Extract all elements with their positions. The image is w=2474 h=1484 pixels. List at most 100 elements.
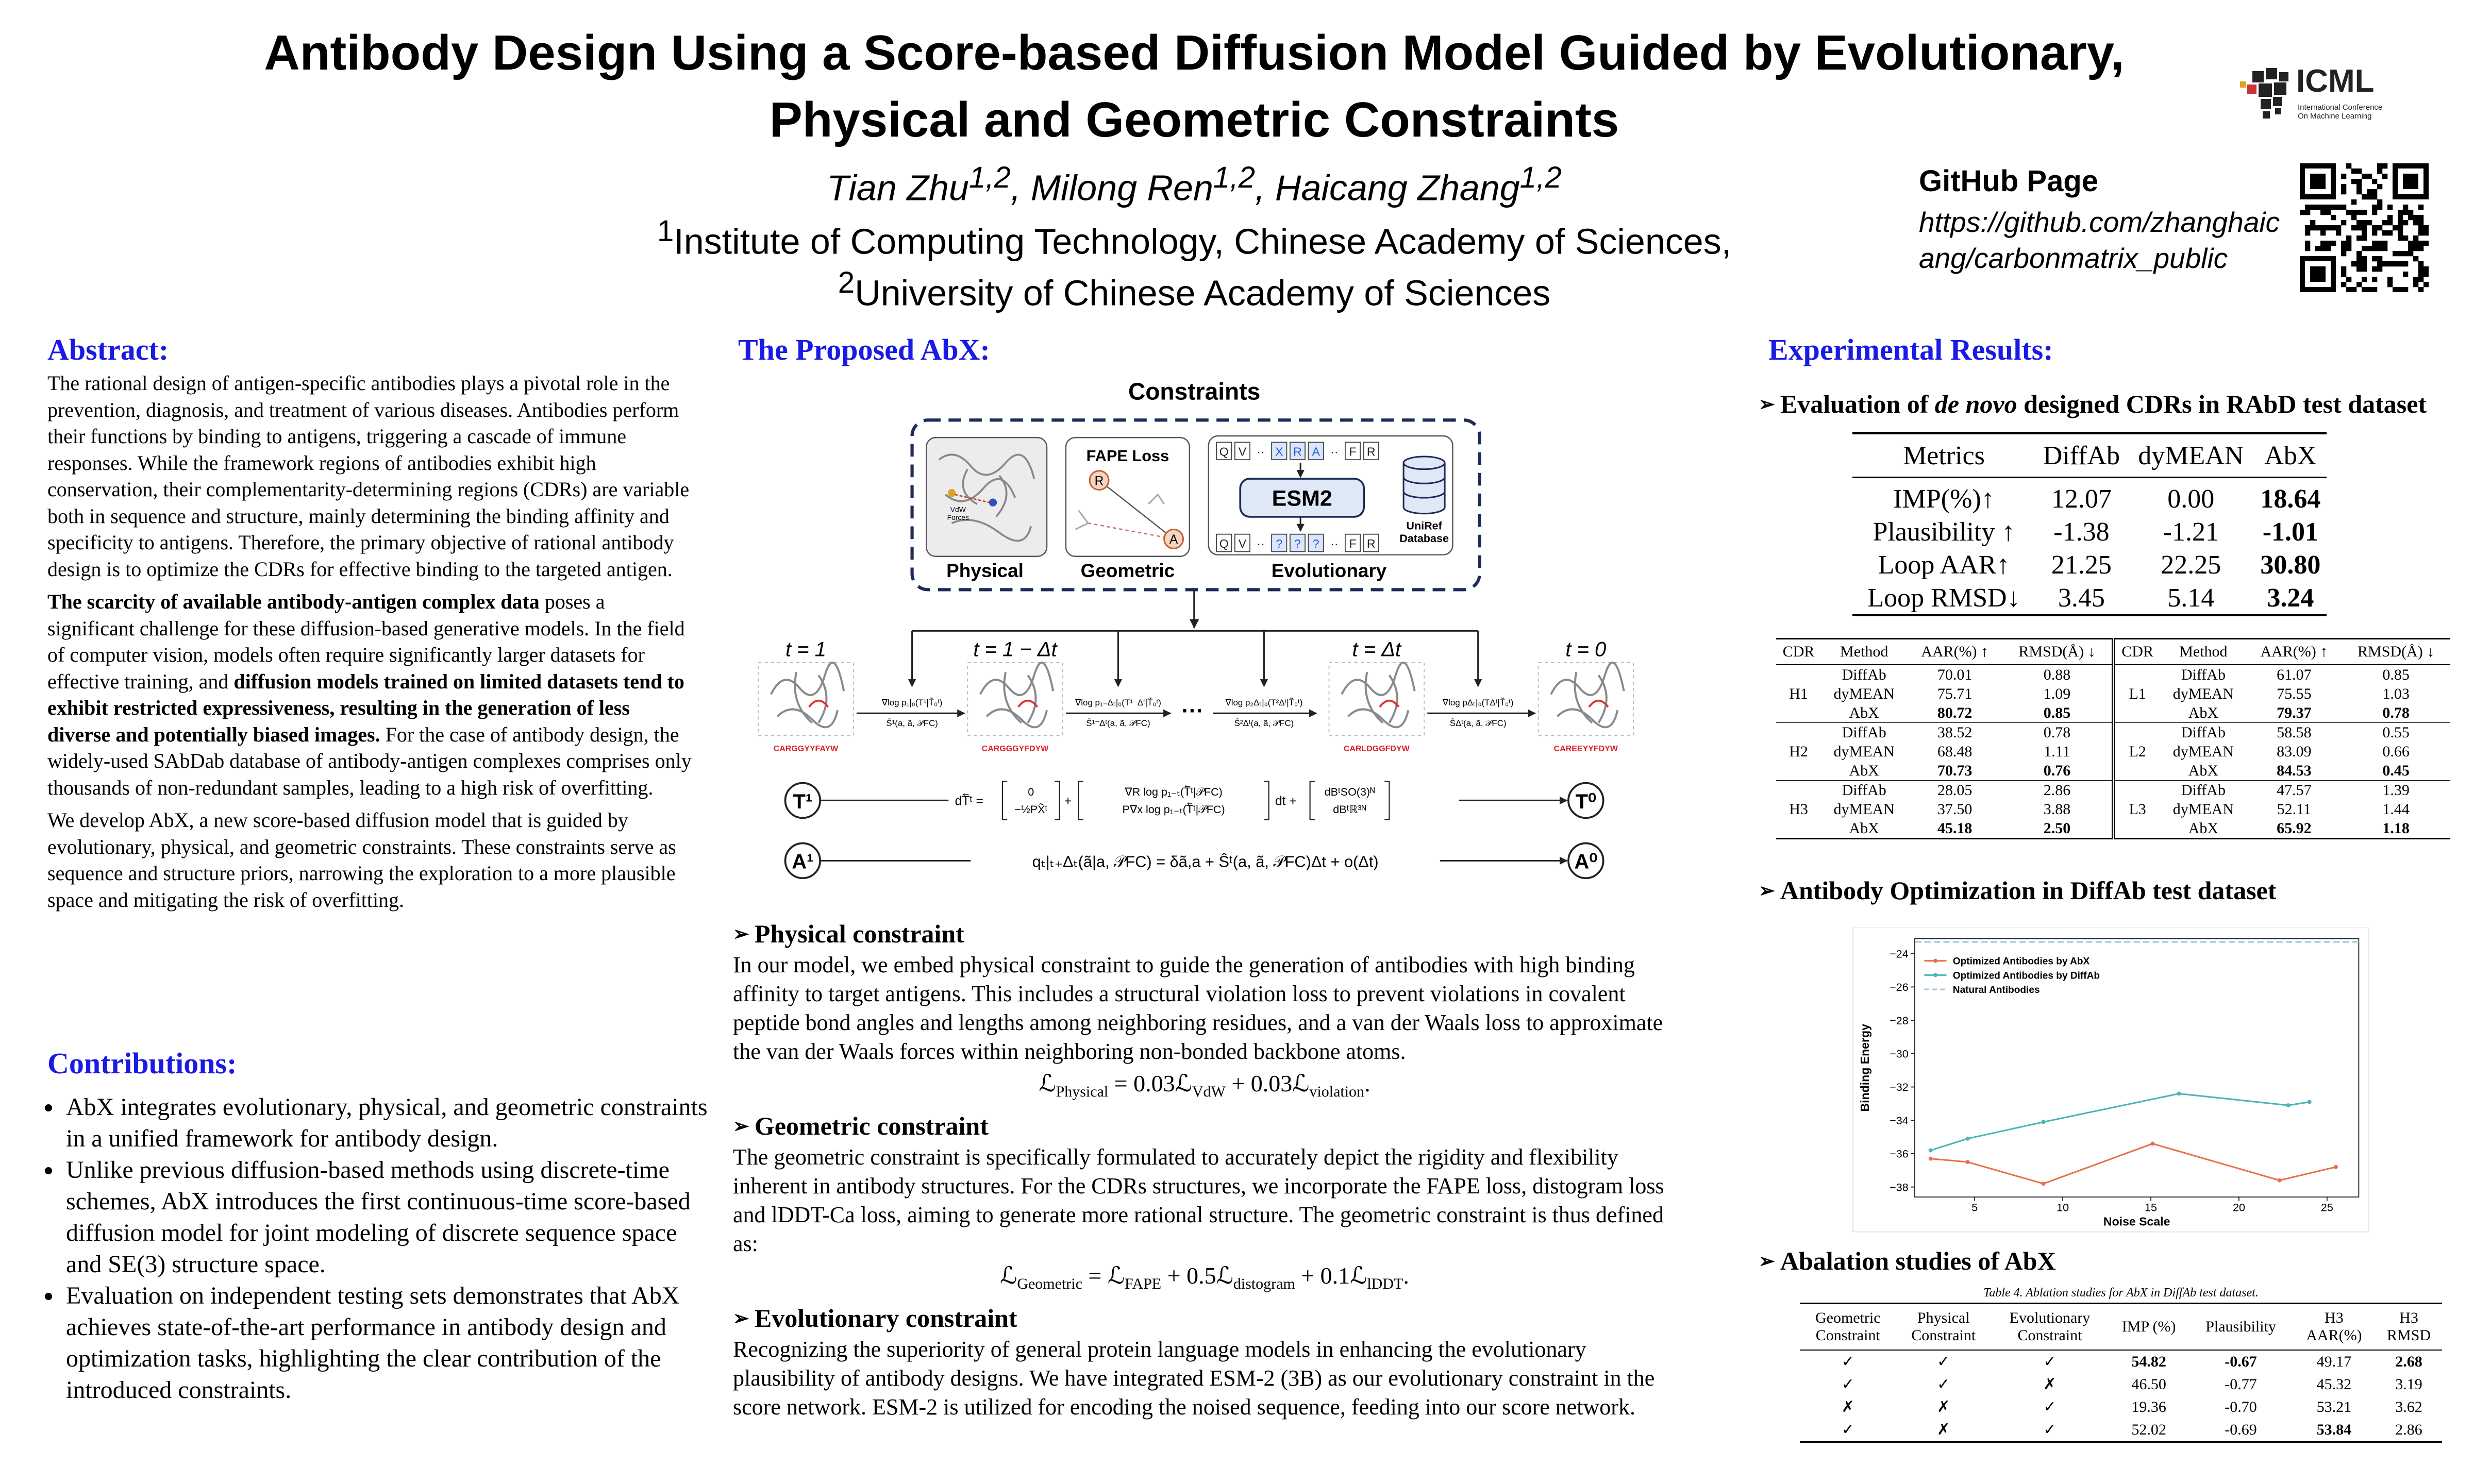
- qr-module: [2315, 225, 2321, 231]
- paragraph: The rational design of antigen-specific …: [47, 372, 690, 581]
- table-cell: ✓: [2043, 1421, 2057, 1438]
- qr-module: [2398, 220, 2403, 226]
- table-cell: 0.78: [2002, 722, 2113, 742]
- qr-module: [2356, 282, 2362, 288]
- table-cell: 1.11: [2044, 743, 2070, 760]
- token-box: [1289, 442, 1306, 461]
- qr-module: [2320, 210, 2326, 215]
- y-axis-label: Binding Energy: [1858, 1024, 1871, 1112]
- figure-small-label: Forces: [947, 513, 969, 521]
- bracket: [1001, 781, 1060, 820]
- sub-heading: Evolutionary constraint: [733, 1302, 1676, 1335]
- table-cell: -1.01: [2262, 517, 2319, 547]
- qr-module: [2326, 241, 2331, 246]
- score-label: ∇log pΔₜ|₀(TΔᵗ|T̃₀ᵗ): [1442, 697, 1514, 707]
- table-row: ✓ ✓ ✓ 54.82 -0.67 49.17 2.68: [1800, 1350, 2442, 1373]
- table-cell: 79.37: [2277, 704, 2312, 721]
- table-cell: 52.02: [2131, 1421, 2166, 1438]
- table-row: dyMEAN 68.48 1.11 dyMEAN 83.09 0.66: [1776, 742, 2450, 761]
- equation-part: dT⃖ᵗ =: [955, 793, 983, 808]
- qr-module: [2382, 241, 2388, 246]
- sub-heading: Abalation studies of AbX: [1759, 1244, 2056, 1278]
- paragraph: In our model, we embed physical constrai…: [733, 952, 1663, 1064]
- qr-module: [2305, 241, 2311, 246]
- qr-module: [2377, 241, 2383, 246]
- time-label: t = 0: [1565, 638, 1606, 661]
- qr-module: [2331, 205, 2336, 210]
- equation-part: P∇x log p₁₋ₜ(T⃖ᵗ|𝒫FC): [1123, 802, 1225, 816]
- logo-subtext: On Machine Learning: [2298, 112, 2371, 121]
- icml-logo: ICML International Conference On Machine…: [2240, 63, 2382, 121]
- table-cell: 3.88: [2043, 800, 2071, 818]
- qr-module: [2341, 241, 2347, 246]
- qr-module: [2362, 210, 2367, 215]
- qr-module: [2305, 205, 2311, 210]
- x-tick-label: 15: [2145, 1202, 2157, 1214]
- token: Q: [1219, 445, 1229, 458]
- qr-module: [2362, 246, 2367, 251]
- table-cell: Plausibility ↑: [1873, 517, 2015, 547]
- qr-finder: [2310, 266, 2326, 282]
- data-point: [2333, 1165, 2338, 1169]
- qr-module: [2403, 210, 2409, 215]
- paragraph: Recognizing the superiority of general p…: [733, 1337, 1655, 1420]
- table-cell: 53.21: [2316, 1398, 2352, 1415]
- qr-module: [2341, 174, 2347, 179]
- table-cell: -0.67: [2225, 1353, 2257, 1370]
- qr-module: [2413, 215, 2419, 221]
- legend-marker: [1933, 958, 1937, 963]
- qr-module: [2331, 241, 2336, 246]
- qr-module: [2356, 225, 2362, 231]
- database-icon: [1402, 463, 1446, 515]
- qr-module: [2346, 277, 2352, 282]
- table-row: dyMEAN 75.71 1.09 dyMEAN 75.55 1.03: [1776, 684, 2450, 703]
- x-axis-label: Noise Scale: [2103, 1215, 2170, 1228]
- qr-module: [2331, 215, 2336, 221]
- header-line: Evolutionary: [2009, 1309, 2091, 1326]
- qr-module: [2310, 220, 2316, 226]
- data-point: [1965, 1136, 1970, 1141]
- qr-module: [2418, 230, 2424, 236]
- table-cell: 68.48: [1937, 743, 1972, 760]
- qr-module: [2377, 163, 2383, 169]
- table-cell: 2.50: [2043, 819, 2071, 837]
- section-heading: Experimental Results:: [1768, 333, 2053, 366]
- table-row: IMP(%)↑ 12.07 0.00 18.64: [1852, 478, 2327, 516]
- contribution-item: AbX integrates evolutionary, physical, a…: [63, 1091, 717, 1154]
- table-cell: 80.72: [1937, 704, 1972, 721]
- token: R: [1293, 445, 1302, 458]
- qr-module: [2387, 215, 2393, 221]
- qr-module: [2372, 277, 2378, 282]
- table-cell: 84.53: [2277, 762, 2312, 779]
- qr-module: [2403, 287, 2409, 292]
- text-run: =: [1082, 1262, 1108, 1289]
- sub-heading: Geometric constraint: [733, 1109, 1676, 1143]
- text-run: Institute of Computing Technology, Chine…: [674, 221, 1732, 262]
- sequence: CARGGYYFAYW: [774, 745, 839, 753]
- qr-module: [2382, 230, 2388, 236]
- sub-heading: Antibody Optimization in DiffAb test dat…: [1759, 874, 2277, 907]
- title-line: Physical and Geometric Constraints: [769, 92, 1619, 147]
- token-box: [1234, 442, 1250, 461]
- qr-module: [2408, 241, 2414, 246]
- data-point: [1965, 1160, 1970, 1165]
- token-box: [1363, 442, 1379, 461]
- score-label: ∇log p₂Δₜ|₀(T²Δᵗ|T̃₀ᵗ): [1225, 697, 1302, 707]
- header-line: H3: [2399, 1309, 2418, 1326]
- table-cell: AbX: [1849, 704, 1879, 721]
- qr-module: [2372, 225, 2378, 231]
- table-cell: 65.92: [2277, 819, 2312, 837]
- token-box: [1308, 533, 1324, 552]
- qr-module: [2377, 184, 2383, 190]
- x-tick-label: 20: [2233, 1202, 2245, 1214]
- qr-module: [2362, 194, 2367, 200]
- table-cell: 2.68: [2395, 1353, 2422, 1370]
- table-cell: DiffAb: [2160, 722, 2247, 742]
- subscript: Physical: [1056, 1083, 1109, 1101]
- token-row: Q V ·· X R A ·· F R: [1216, 442, 1379, 461]
- table-cell: AAR(%) ↑: [1907, 638, 2003, 665]
- table-cell: Physical Constraint: [1896, 1303, 1991, 1351]
- table-cell: 2.86: [2395, 1421, 2422, 1438]
- table-cell: dyMEAN: [2127, 433, 2254, 478]
